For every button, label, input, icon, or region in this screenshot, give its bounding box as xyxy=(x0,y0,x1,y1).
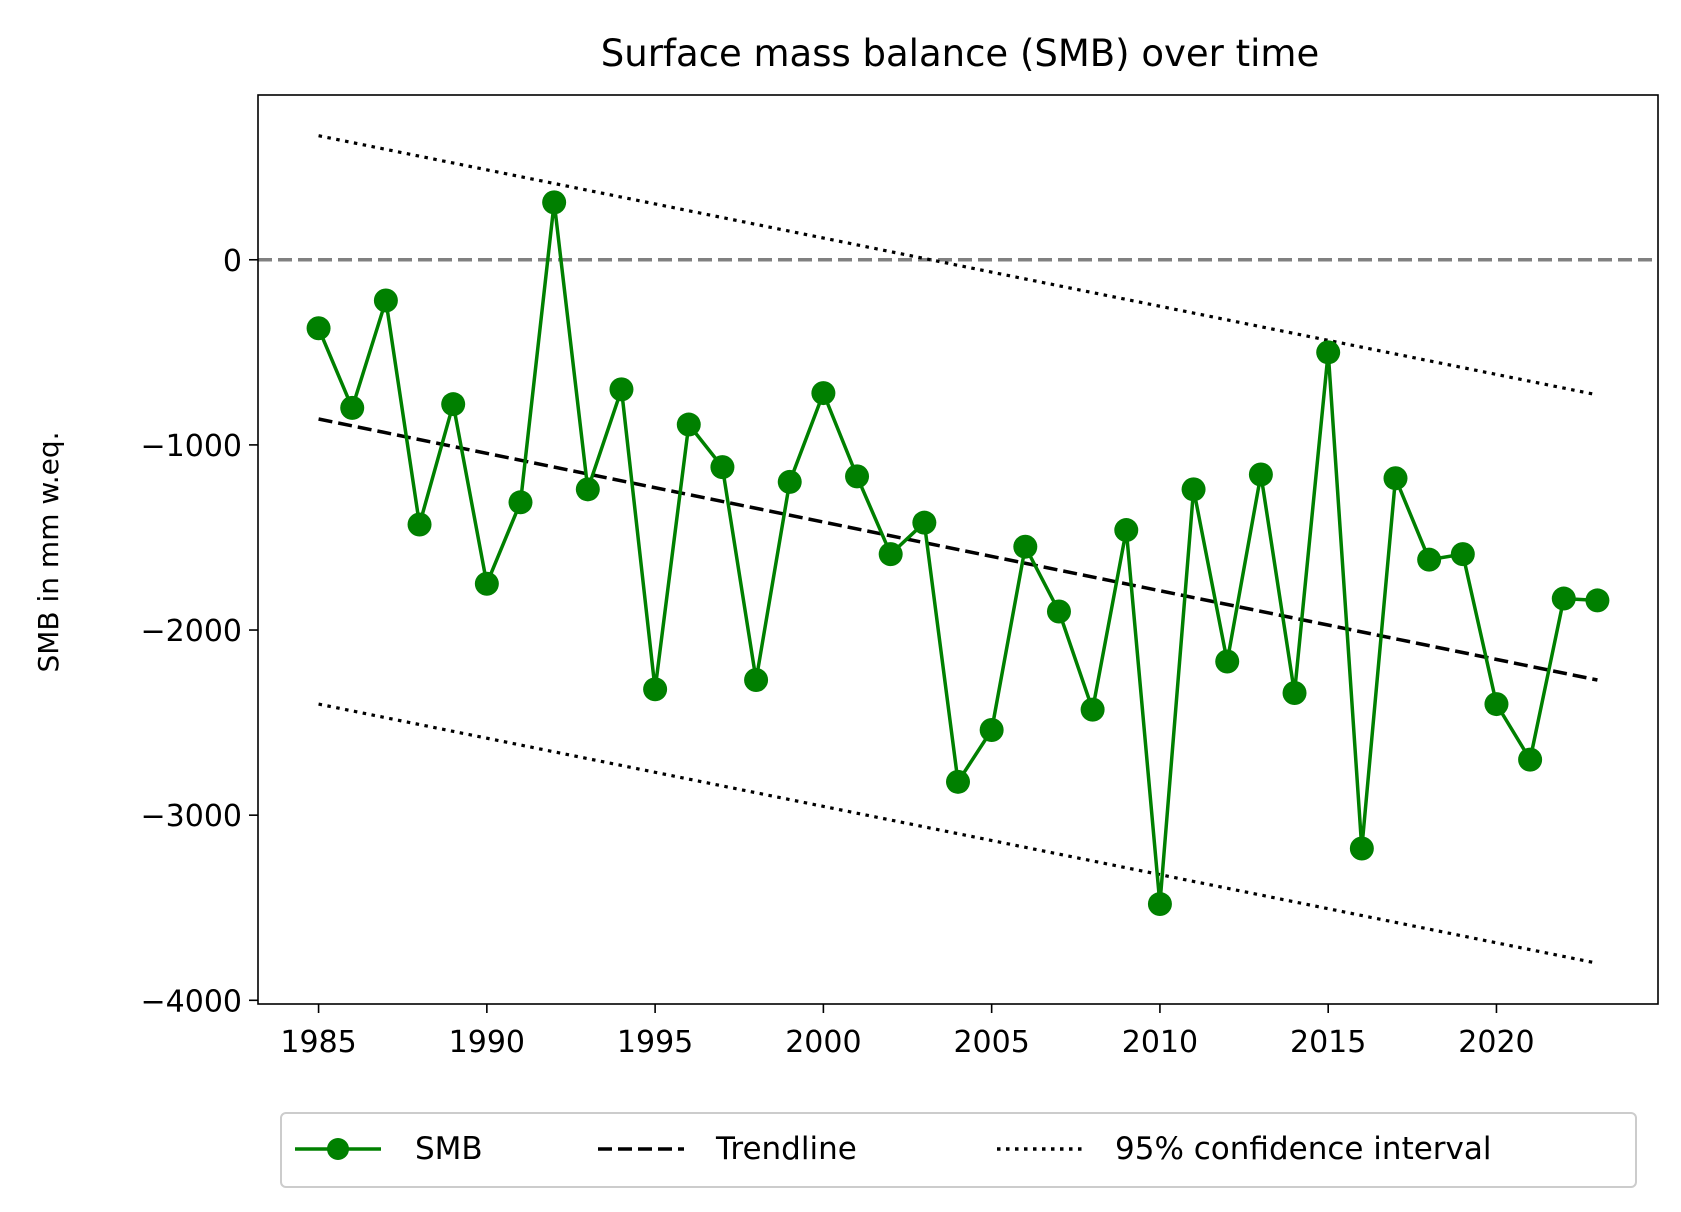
legend: SMB Trendline 95% confidence interval xyxy=(280,1112,1637,1188)
smb-point-1987 xyxy=(373,288,398,313)
smb-point-1998 xyxy=(744,668,769,693)
legend-item-smb: SMB xyxy=(295,1131,483,1167)
smb-point-2015 xyxy=(1316,340,1341,365)
smb-point-1986 xyxy=(340,395,365,420)
smb-point-2002 xyxy=(878,542,903,567)
smb-point-2005 xyxy=(979,718,1004,743)
smb-point-2001 xyxy=(845,464,870,489)
smb-point-2021 xyxy=(1518,747,1543,772)
axes: 1985 1990 1995 2000 2005 2010 2015 2020 0 −1000 −2… xyxy=(141,244,1535,1060)
smb-point-1985 xyxy=(306,316,331,341)
legend-smb-marker xyxy=(327,1138,349,1160)
smb-point-2009 xyxy=(1114,518,1139,543)
smb-point-2012 xyxy=(1215,649,1240,674)
smb-point-2003 xyxy=(912,510,937,535)
smb-point-1990 xyxy=(474,571,499,596)
smb-point-2000 xyxy=(811,381,836,406)
confidence-interval-lower xyxy=(318,702,1598,965)
x-tick-label-2000: 2000 xyxy=(785,1025,861,1060)
confidence-interval-upper xyxy=(318,134,1598,397)
chart-title: Surface mass balance (SMB) over time xyxy=(601,32,1319,75)
smb-point-1993 xyxy=(575,477,600,502)
x-tick-label-2020: 2020 xyxy=(1458,1025,1534,1060)
legend-ci-label: 95% confidence interval xyxy=(1115,1131,1492,1167)
x-tick-label-1995: 1995 xyxy=(617,1025,693,1060)
smb-point-2013 xyxy=(1248,462,1273,487)
smb-point-2007 xyxy=(1046,599,1071,624)
trendline xyxy=(318,417,1598,682)
y-axis-label: SMB in mm w.eq. xyxy=(32,431,65,672)
y-tick-label--1000: −1000 xyxy=(141,429,242,464)
smb-point-1997 xyxy=(710,455,735,480)
legend-frame xyxy=(280,1112,1637,1188)
legend-smb-label: SMB xyxy=(415,1131,483,1167)
x-tick-label-2005: 2005 xyxy=(953,1025,1029,1060)
y-tick-label--3000: −3000 xyxy=(141,799,242,834)
smb-point-2011 xyxy=(1181,477,1206,502)
smb-point-2016 xyxy=(1349,836,1374,861)
smb-point-1989 xyxy=(441,392,466,417)
smb-point-2017 xyxy=(1383,466,1408,491)
smb-point-2022 xyxy=(1551,586,1576,611)
smb-point-2008 xyxy=(1080,697,1105,722)
plot-area xyxy=(258,134,1658,965)
y-tick-label--2000: −2000 xyxy=(141,614,242,649)
smb-point-2006 xyxy=(1013,534,1038,559)
x-tick-label-1985: 1985 xyxy=(280,1025,356,1060)
y-tick-label-0: 0 xyxy=(223,244,242,279)
x-tick-label-1990: 1990 xyxy=(449,1025,525,1060)
plot-frame xyxy=(257,94,1659,1005)
smb-point-2004 xyxy=(946,769,970,794)
smb-point-2014 xyxy=(1282,680,1307,705)
smb-point-1999 xyxy=(777,469,802,494)
smb-point-1988 xyxy=(407,512,432,537)
x-tick-label-2015: 2015 xyxy=(1290,1025,1366,1060)
smb-point-2020 xyxy=(1484,692,1509,717)
legend-item-confidence-interval: 95% confidence interval xyxy=(997,1131,1492,1167)
smb-point-1992 xyxy=(542,190,567,215)
smb-point-1996 xyxy=(676,412,701,437)
smb-point-2018 xyxy=(1417,547,1442,572)
smb-point-2019 xyxy=(1450,542,1475,567)
smb-point-1995 xyxy=(643,677,668,702)
smb-series-line xyxy=(316,200,1598,906)
smb-point-2010 xyxy=(1147,892,1172,917)
y-tick-label--4000: −4000 xyxy=(141,984,242,1019)
smb-point-1994 xyxy=(609,377,634,402)
legend-trendline-label: Trendline xyxy=(715,1131,857,1167)
smb-point-2023 xyxy=(1585,588,1610,613)
legend-item-trendline: Trendline xyxy=(598,1131,857,1167)
smb-point-1991 xyxy=(508,490,533,515)
x-tick-label-2010: 2010 xyxy=(1122,1025,1198,1060)
